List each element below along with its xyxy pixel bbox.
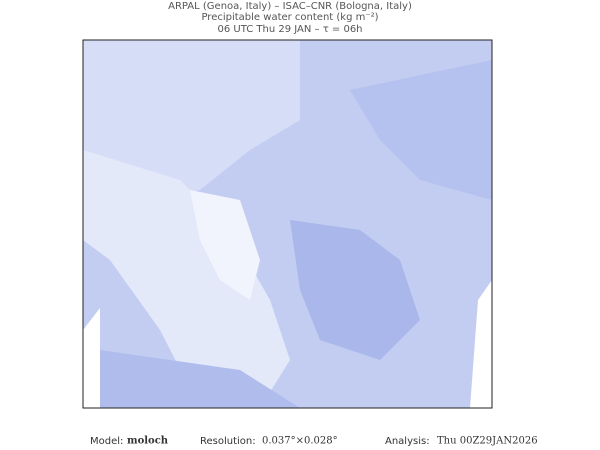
- map-field: [83, 40, 492, 408]
- header-line: ARPAL (Genoa, Italy) – ISAC–CNR (Bologna…: [168, 1, 412, 12]
- field-lightest: [190, 190, 260, 300]
- field-dark: [350, 60, 492, 200]
- footer-label: Analysis:: [385, 436, 430, 447]
- outside-domain: [83, 308, 100, 408]
- header-line: 06 UTC Thu 29 JAN – τ = 06h: [217, 24, 362, 35]
- outside-domain: [470, 280, 492, 408]
- footer-label: Model:: [90, 436, 123, 447]
- field-light: [83, 40, 300, 200]
- header-line: Precipitable water content (kg m⁻²): [201, 12, 378, 23]
- field-light: [83, 150, 290, 408]
- footer-label: Resolution:: [200, 436, 256, 447]
- field-dark: [83, 350, 300, 408]
- map-frame: [82, 39, 493, 409]
- footer-value: moloch: [127, 436, 169, 447]
- footer-value: 0.037°×0.028°: [262, 436, 338, 447]
- field-dark: [290, 220, 420, 360]
- footer-value: Thu 00Z29JAN2026: [437, 436, 538, 447]
